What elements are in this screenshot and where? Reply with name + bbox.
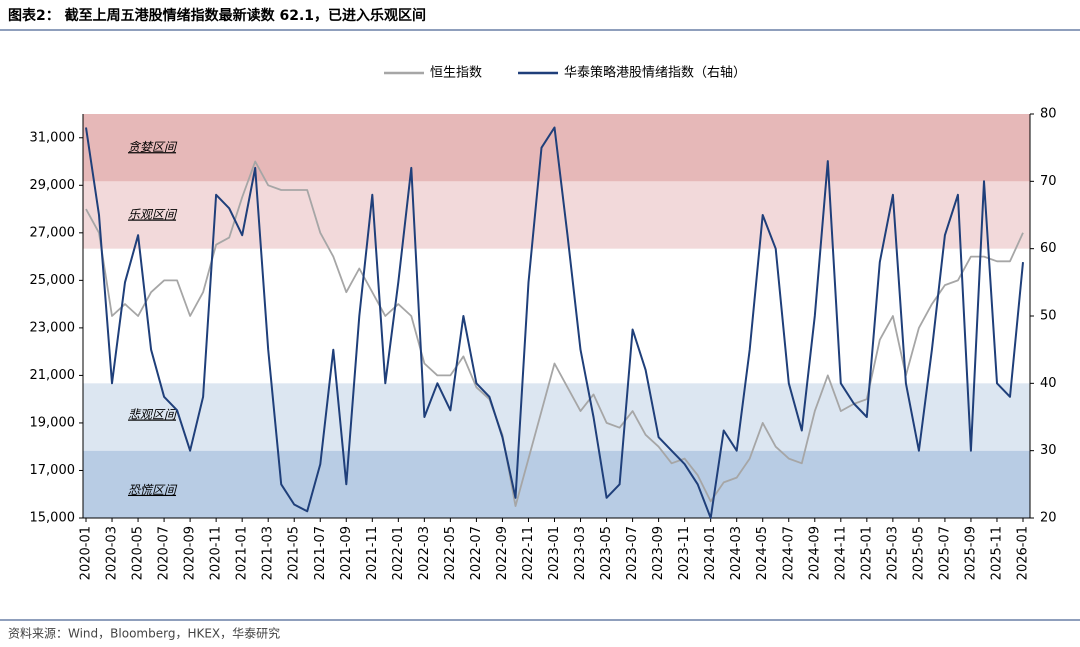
chart-title: 图表2： 截至上周五港股情绪指数最新读数 62.1，已进入乐观区间 [8, 7, 426, 24]
x-tick-label: 2026-01 [1016, 526, 1031, 580]
line-series [85, 160, 1024, 507]
x-tick-label: 2021-03 [261, 526, 276, 580]
x-tick-label: 2025-05 [911, 526, 926, 580]
y-tick-label: 19,000 [30, 415, 76, 430]
y2-tick-label: 70 [1040, 174, 1057, 189]
band-label: 恐慌区间 [128, 483, 178, 497]
y-tick-label: 29,000 [30, 178, 76, 193]
band-label: 悲观区间 [128, 408, 178, 422]
y2-tick-label: 60 [1040, 241, 1057, 256]
x-tick-label: 2024-05 [755, 526, 770, 580]
x-tick-label: 2025-01 [859, 526, 874, 580]
y2-tick-label: 40 [1040, 376, 1057, 391]
x-tick-label: 2022-09 [495, 526, 510, 580]
y-tick-label: 17,000 [30, 463, 76, 478]
x-tick-label: 2021-11 [365, 526, 380, 580]
band [83, 181, 1030, 249]
y-tick-label: 23,000 [30, 320, 76, 335]
y-tick-label: 25,000 [30, 273, 76, 288]
band-label: 乐观区间 [128, 208, 178, 222]
x-tick-label: 2020-05 [131, 526, 146, 580]
legend-label: 恒生指数 [430, 66, 482, 81]
x-tick-label: 2023-09 [651, 526, 666, 580]
x-tick-label: 2024-11 [833, 526, 848, 580]
band [83, 450, 1030, 518]
x-tick-label: 2021-05 [287, 526, 302, 580]
x-tick-label: 2025-07 [937, 526, 952, 580]
x-tick-label: 2021-01 [235, 526, 250, 580]
x-tick-label: 2020-03 [105, 526, 120, 580]
x-tick-label: 2020-07 [157, 526, 172, 580]
source: 资料来源：Wind，Bloomberg，HKEX，华泰研究 [8, 626, 280, 641]
x-tick-label: 2024-07 [781, 526, 796, 580]
y-tick-label: 27,000 [30, 225, 76, 240]
y2-tick-label: 80 [1040, 107, 1057, 122]
x-tick-label: 2024-09 [807, 526, 822, 580]
x-tick-label: 2023-11 [677, 526, 692, 580]
y2-tick-label: 30 [1040, 443, 1057, 458]
x-tick-label: 2021-07 [313, 526, 328, 580]
x-tick-label: 2022-11 [521, 526, 536, 580]
x-tick-label: 2022-01 [391, 526, 406, 580]
x-tick-label: 2020-01 [79, 526, 94, 580]
y-tick-label: 15,000 [30, 511, 76, 526]
legend-label: 华泰策略港股情绪指数（右轴） [564, 65, 746, 81]
x-tick-label: 2020-11 [209, 526, 224, 580]
y-tick-label: 21,000 [30, 368, 76, 383]
y2-tick-label: 50 [1040, 309, 1057, 324]
line-series [85, 126, 1024, 519]
x-tick-label: 2024-01 [703, 526, 718, 580]
x-tick-label: 2023-07 [625, 526, 640, 580]
x-tick-label: 2023-03 [573, 526, 588, 580]
x-tick-label: 2025-03 [885, 526, 900, 580]
x-tick-label: 2022-07 [469, 526, 484, 580]
x-tick-label: 2022-05 [443, 526, 458, 580]
x-tick-label: 2020-09 [183, 526, 198, 580]
y2-tick-label: 20 [1040, 511, 1057, 526]
x-tick-label: 2023-01 [547, 526, 562, 580]
x-tick-label: 2021-09 [339, 526, 354, 580]
band-label: 贪婪区间 [128, 140, 178, 154]
x-tick-label: 2024-03 [729, 526, 744, 580]
x-tick-label: 2023-05 [599, 526, 614, 580]
band [83, 383, 1030, 451]
x-tick-label: 2025-11 [989, 526, 1004, 580]
y-tick-label: 31,000 [30, 130, 76, 145]
x-tick-label: 2022-03 [417, 526, 432, 580]
x-tick-label: 2025-09 [963, 526, 978, 580]
